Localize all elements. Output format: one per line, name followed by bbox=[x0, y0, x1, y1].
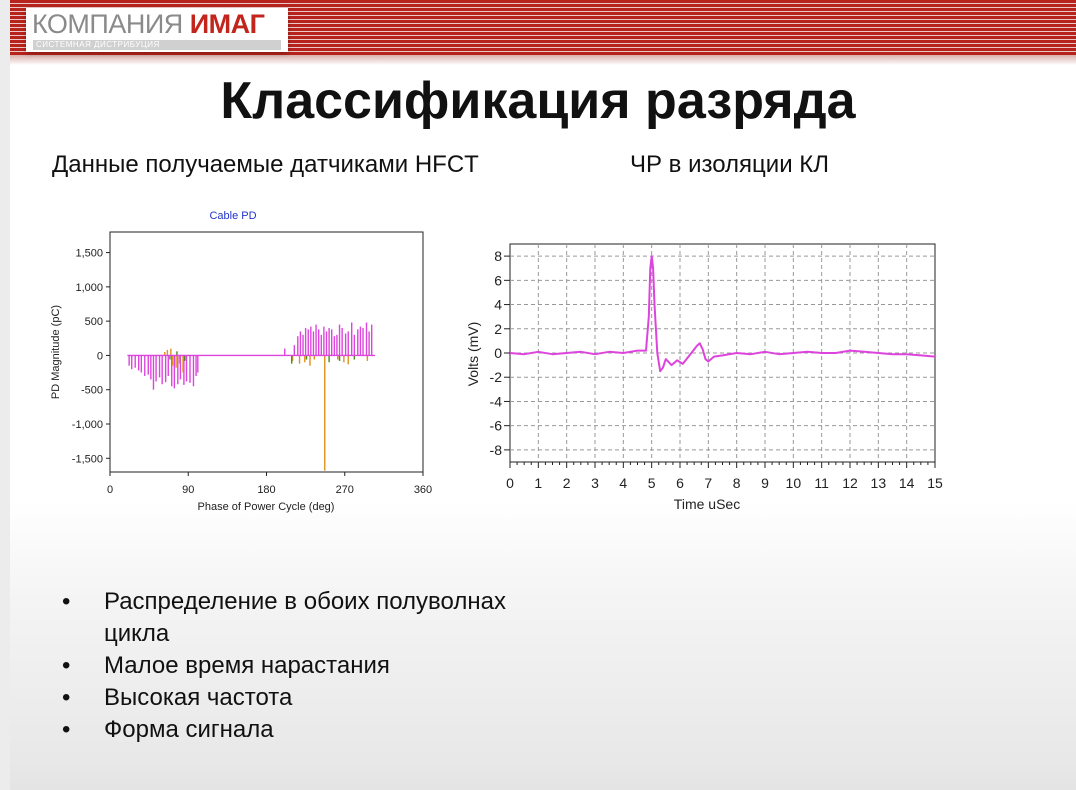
bullet-dot: • bbox=[62, 684, 71, 711]
x-tick-label: 9 bbox=[761, 475, 769, 491]
logo-subtitle: СИСТЕМНАЯ ДИСТРИБУЦИЯ bbox=[33, 40, 281, 50]
x-tick-label: 10 bbox=[786, 475, 802, 491]
bullet-dot: • bbox=[62, 652, 71, 679]
y-axis-label: PD Magnitude (pC) bbox=[50, 305, 62, 399]
plot-area bbox=[109, 231, 424, 473]
x-axis-label: Time uSec bbox=[674, 496, 740, 512]
left-strip bbox=[0, 0, 10, 790]
y-tick-label: 8 bbox=[494, 248, 502, 264]
x-tick-label: 13 bbox=[871, 475, 887, 491]
y-tick-label: -1,500 bbox=[72, 453, 103, 465]
right-chart-subtitle: ЧР в изоляции КЛ bbox=[630, 151, 830, 178]
bullet-dot: • bbox=[62, 588, 71, 615]
x-tick-label: 3 bbox=[591, 475, 599, 491]
logo-name: КОМПАНИЯ ИМАГ bbox=[32, 8, 265, 40]
x-tick-label: 90 bbox=[182, 484, 194, 496]
y-tick-label: 6 bbox=[494, 272, 502, 288]
x-tick-label: 0 bbox=[506, 475, 514, 491]
x-tick-label: 0 bbox=[107, 484, 113, 496]
y-tick-label: -500 bbox=[81, 385, 103, 397]
y-tick-label: 500 bbox=[85, 316, 103, 328]
bullet-item: • Малое время нарастания bbox=[60, 650, 574, 682]
y-tick-label: 2 bbox=[494, 321, 502, 337]
logo-name-part2: ИМАГ bbox=[189, 9, 265, 39]
x-tick-label: 12 bbox=[842, 475, 858, 491]
y-tick-label: -4 bbox=[490, 393, 503, 409]
y-tick-label: -6 bbox=[490, 418, 503, 434]
x-tick-label: 270 bbox=[336, 484, 354, 496]
x-tick-label: 360 bbox=[414, 484, 432, 496]
x-tick-label: 4 bbox=[619, 475, 627, 491]
x-tick-label: 180 bbox=[257, 484, 275, 496]
x-tick-label: 15 bbox=[927, 475, 943, 491]
bullet-dot: • bbox=[62, 716, 71, 743]
logo-name-part1: КОМПАНИЯ bbox=[32, 9, 183, 39]
y-tick-label: -8 bbox=[490, 442, 503, 458]
header-band-shade bbox=[10, 55, 1076, 65]
page-title: Классификация разряда bbox=[220, 72, 856, 130]
x-tick-label: 6 bbox=[676, 475, 684, 491]
bullet-text: Малое время нарастания bbox=[104, 652, 390, 679]
bullet-item: • Высокая частота bbox=[60, 682, 574, 714]
x-tick-label: 14 bbox=[899, 475, 915, 491]
y-tick-label: 4 bbox=[494, 297, 502, 313]
company-logo: КОМПАНИЯ ИМАГ СИСТЕМНАЯ ДИСТРИБУЦИЯ bbox=[26, 8, 288, 52]
bullet-list: • Распределение в обоих полуволнах цикла … bbox=[60, 586, 574, 746]
bullet-text: Высокая частота bbox=[104, 684, 293, 711]
bullet-item: • Форма сигнала bbox=[60, 714, 574, 746]
waveform-series-line bbox=[509, 255, 936, 373]
bullet-text: Форма сигнала bbox=[104, 716, 274, 743]
bullet-text: Распределение в обоих полуволнах цикла bbox=[104, 588, 506, 647]
y-tick-label: 0 bbox=[97, 350, 103, 362]
chart-title: Cable PD bbox=[209, 210, 256, 222]
y-tick-label: 0 bbox=[494, 345, 502, 361]
left-chart-subtitle: Данные получаемые датчиками HFCT bbox=[52, 151, 479, 178]
x-tick-label: 1 bbox=[534, 475, 542, 491]
y-tick-label: 1,000 bbox=[75, 282, 103, 294]
x-axis-label: Phase of Power Cycle (deg) bbox=[198, 501, 335, 513]
bullet-item: • Распределение в обоих полуволнах цикла bbox=[60, 586, 574, 650]
y-tick-label: 1,500 bbox=[75, 248, 103, 260]
x-tick-label: 11 bbox=[814, 475, 829, 491]
x-tick-label: 5 bbox=[648, 475, 656, 491]
x-tick-label: 7 bbox=[704, 475, 712, 491]
y-tick-label: -1,000 bbox=[72, 419, 103, 431]
y-axis-label: Volts (mV) bbox=[465, 322, 481, 387]
y-tick-label: -2 bbox=[490, 369, 503, 385]
x-tick-label: 8 bbox=[733, 475, 741, 491]
x-tick-label: 2 bbox=[563, 475, 571, 491]
